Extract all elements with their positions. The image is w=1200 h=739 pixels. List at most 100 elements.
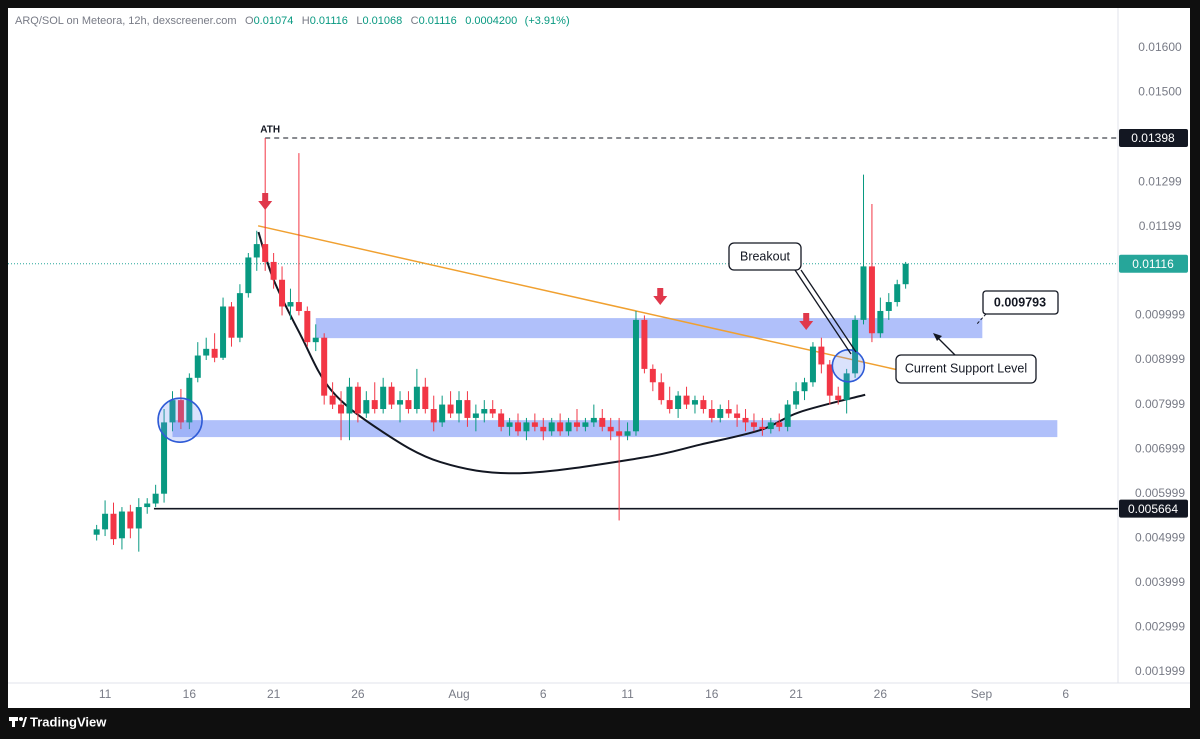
candle-body [456,400,463,414]
candle-body [506,422,513,427]
candle-body [750,422,757,427]
y-tick-label: 0.004999 [1135,530,1185,544]
candle-body [590,417,597,423]
x-tick-label: 16 [183,687,197,701]
candle-body [169,400,176,423]
high-label: H [302,15,310,27]
candle-body [582,422,589,427]
candle-body [843,373,850,401]
candle-body [430,409,437,423]
candle-body [531,422,538,427]
candle-body [565,422,572,432]
candle-body [708,409,715,418]
candle-body [161,422,168,494]
candle-body [422,386,429,410]
candle-body [388,386,395,405]
candle-body [734,413,741,418]
low-label: L [356,15,362,27]
tradingview-logo [9,717,27,727]
x-tick-label: 11 [99,687,112,701]
open-label: O [245,15,254,27]
candle-body [776,422,783,427]
footer-bar [0,708,1200,739]
candle-body [338,404,345,414]
y-tick-label: 0.007999 [1135,397,1185,411]
low-value: 0.01068 [362,15,402,27]
footer-brand: TradingView [30,714,107,729]
candle-body [93,529,100,535]
candle-body [649,368,656,383]
candle-body [321,337,328,396]
x-tick-label: 26 [351,687,365,701]
breakout-label: Breakout [740,249,791,263]
candle-body [135,507,142,529]
down-arrow [258,193,273,211]
y-tick-label: 0.002999 [1135,620,1185,634]
candle-body [304,310,311,343]
candle-body [380,386,387,410]
candle-body [540,426,547,432]
header: ARQ/SOL on Meteora, 12h, dexscreener.com… [15,12,570,29]
candle-body [498,413,505,427]
candle-body [220,306,227,358]
x-tick-label: 11 [621,687,634,701]
candle-body [658,382,665,401]
candle-body [573,422,580,427]
trendline [257,225,898,371]
candle-body [801,382,808,392]
candle-body [725,409,732,414]
change: 0.0004200 [465,15,517,27]
symbol: ARQ/SOL on Meteora, 12h, dexscreener.com [15,15,237,27]
candle-body [700,400,707,410]
candle-body [717,409,724,418]
x-tick-label: 16 [705,687,719,701]
candle-body [262,244,269,262]
candle-body [793,391,800,405]
y-tick-label: 0.005999 [1135,486,1185,500]
candle-body [287,302,294,307]
x-tick-label: Aug [448,687,469,701]
callout-box [982,290,1059,315]
candle-body [253,244,260,258]
candle-body [894,284,901,303]
candle-body [177,400,184,423]
logo-part [19,717,23,721]
overlays: ATH [157,125,866,443]
callout-pointer [794,269,852,355]
y-tick-label: 0.01199 [1139,219,1182,233]
candle-body [632,319,639,432]
y-tick-label: 0.003999 [1135,575,1185,589]
y-tick-label: 0.01299 [1138,174,1182,188]
callout-pointer [935,335,956,356]
high-value: 0.01116 [310,15,348,27]
candle-body [515,422,521,432]
open-value: 0.01074 [254,15,294,27]
level-label: 0.009793 [994,295,1046,309]
highlight-circle [831,348,866,383]
candle-body [405,400,412,410]
candle-body [194,355,201,378]
candle-body [152,493,159,504]
support-label: Current Support Level [905,361,1027,375]
candle-body [902,263,909,285]
x-tick-label: 21 [267,687,281,701]
zone [315,318,983,339]
x-tick-label: 6 [540,687,547,701]
price-label-box [1119,129,1188,148]
candle-body [557,422,564,432]
candle-body [270,261,277,280]
price-label: 0.01116 [1132,257,1174,271]
callout-pointer [800,269,857,353]
candle-body [523,422,530,432]
candle-body [691,400,698,405]
candle-body [818,346,825,365]
callout-box [895,354,1037,384]
x-tick-label: 26 [874,687,888,701]
candle-body [616,431,623,436]
y-tick-label: 0.001999 [1135,664,1185,678]
candle-body [548,422,555,432]
close-value: 0.01116 [419,15,457,27]
zone [172,420,1058,438]
candle-body [413,386,420,410]
